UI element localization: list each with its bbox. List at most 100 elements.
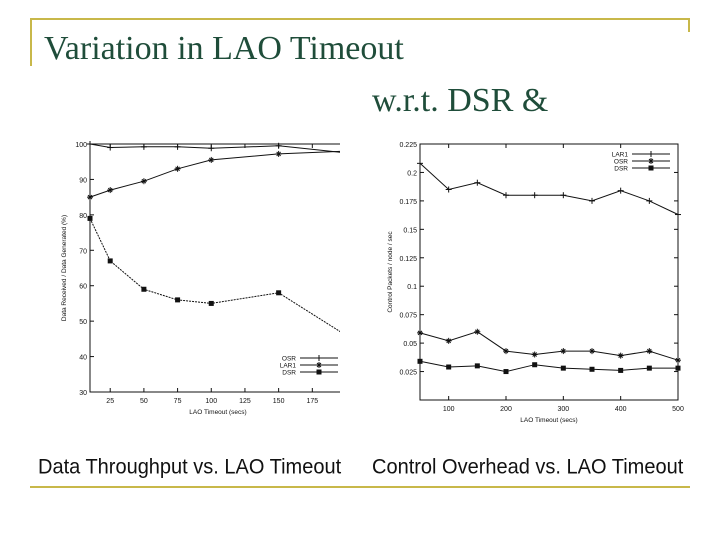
x-tick-label: 500 [672, 406, 684, 413]
y-tick-label: 60 [79, 284, 87, 291]
y-tick-label: 30 [79, 390, 87, 397]
x-axis-label: LAO Timeout (secs) [520, 417, 577, 424]
series-line-dsr [89, 218, 340, 333]
data-point-osr [174, 143, 181, 150]
x-axis-label: LAO Timeout (secs) [189, 409, 246, 416]
legend-label-osr: OSR [614, 159, 628, 166]
legend-label-dsr: DSR [614, 166, 628, 173]
data-point-lar1 [675, 211, 681, 218]
data-point-lar1 [474, 179, 481, 186]
data-point-lar1 [646, 197, 653, 204]
data-point-lar1 [445, 186, 452, 193]
legend-label-dsr: DSR [282, 370, 296, 377]
plot-frame [419, 143, 679, 401]
data-point-dsr [589, 366, 595, 372]
y-axis-label: Control Packets / node / sec [387, 231, 394, 313]
legend-marker-osr [316, 355, 322, 361]
data-point-osr [560, 348, 567, 355]
series-line-lar1 [419, 162, 679, 215]
series-line-osr [89, 143, 340, 153]
data-point-osr [107, 144, 114, 151]
y-tick-label: 70 [79, 248, 87, 255]
x-tick-label: 200 [500, 406, 512, 413]
data-point-dsr [175, 297, 181, 303]
bottom-accent-rule [30, 486, 690, 488]
y-tick-label: 0.225 [399, 142, 417, 149]
legend-marker-lar1 [316, 362, 322, 368]
data-point-lar1 [174, 165, 181, 172]
data-point-lar1 [503, 192, 509, 199]
data-point-osr [503, 348, 509, 355]
data-point-lar1 [87, 194, 93, 201]
series-line-dsr [419, 360, 678, 373]
legend-marker-dsr [316, 369, 322, 375]
plot-frame [89, 143, 340, 393]
data-point-dsr [107, 258, 113, 264]
left-accent-rule [30, 18, 32, 66]
control-overhead-chart: 0.025 0.05 0.075 0.1 0.125 0.15 0.175 0.2 0.225 1… [387, 142, 684, 424]
y-tick-label: 0.15 [403, 227, 417, 234]
data-point-osr [646, 348, 653, 355]
legend-label-osr: OSR [282, 356, 296, 363]
x-tick-label: 100 [205, 398, 217, 405]
x-tick-label: 150 [273, 398, 285, 405]
data-point-dsr [618, 367, 624, 373]
legend-label-lar1: LAR1 [280, 363, 297, 370]
y-tick-label: 50 [79, 319, 87, 326]
throughput-caption: Data Throughput vs. LAO Timeout [38, 455, 342, 479]
data-point-lar1 [617, 187, 624, 194]
data-point-lar1 [208, 156, 215, 163]
series-line-osr [419, 331, 679, 361]
data-point-dsr [276, 290, 282, 296]
y-tick-label: 0.025 [399, 370, 417, 377]
data-point-lar1 [560, 192, 567, 199]
data-point-lar1 [531, 192, 538, 199]
data-point-dsr [474, 363, 480, 369]
legend-marker-osr [648, 158, 654, 164]
slide-subtitle: w.r.t. DSR & [372, 82, 549, 119]
data-point-lar1 [275, 150, 282, 157]
top-accent-rule [30, 18, 690, 20]
data-point-dsr [560, 365, 566, 371]
data-point-osr [140, 143, 147, 150]
data-point-osr [474, 328, 481, 335]
x-tick-label: 75 [174, 398, 182, 405]
throughput-chart: 30405060708090100255075100125150175200LA… [61, 141, 340, 416]
legend-label-lar1: LAR1 [612, 152, 629, 159]
data-point-osr [445, 337, 452, 344]
x-tick-label: 100 [443, 406, 455, 413]
y-tick-label: 0.175 [399, 199, 417, 206]
data-point-lar1 [107, 187, 114, 194]
data-point-osr [589, 348, 595, 355]
data-point-dsr [208, 300, 214, 306]
data-point-dsr [141, 286, 147, 292]
y-tick-label: 0.05 [403, 341, 417, 348]
y-tick-label: 0.125 [399, 256, 417, 263]
data-point-osr [531, 351, 538, 358]
x-tick-label: 25 [106, 398, 114, 405]
data-point-dsr [532, 362, 538, 368]
series-line-lar1 [89, 150, 340, 198]
y-tick-label: 0.2 [407, 170, 417, 177]
data-point-osr [87, 141, 93, 147]
y-tick-label: 100 [75, 142, 87, 149]
data-point-lar1 [417, 160, 423, 167]
x-tick-label: 175 [306, 398, 318, 405]
x-tick-label: 50 [140, 398, 148, 405]
y-tick-label: 80 [79, 213, 87, 220]
data-point-osr [208, 145, 215, 152]
y-tick-label: 0.1 [407, 284, 417, 291]
y-tick-label: 90 [79, 177, 87, 184]
data-point-dsr [646, 365, 652, 371]
data-point-dsr [675, 365, 681, 371]
data-point-dsr [417, 358, 423, 364]
data-point-osr [275, 142, 282, 149]
data-point-lar1 [140, 178, 147, 185]
data-point-osr [675, 357, 681, 364]
x-tick-label: 125 [239, 398, 251, 405]
data-point-osr [417, 329, 423, 336]
y-tick-label: 0.075 [399, 313, 417, 320]
x-tick-label: 300 [557, 406, 569, 413]
legend-marker-lar1 [648, 151, 654, 157]
data-point-dsr [87, 215, 93, 221]
